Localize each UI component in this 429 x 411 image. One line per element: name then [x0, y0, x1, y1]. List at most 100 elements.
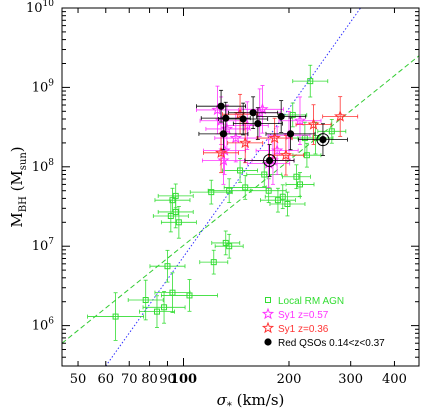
axis-ticks [62, 7, 419, 366]
error-bar [322, 96, 359, 137]
error-bar [285, 172, 315, 197]
error-bar [211, 230, 241, 256]
data-point [319, 136, 327, 144]
data-point [268, 131, 281, 144]
data-point [271, 144, 284, 156]
error-bar [227, 122, 264, 164]
series-2 [203, 93, 359, 176]
error-bar [152, 199, 189, 233]
error-bar [241, 85, 284, 134]
data-point [328, 128, 335, 135]
data-point [279, 193, 286, 200]
error-bar [214, 233, 244, 259]
data-point [239, 115, 247, 123]
x-tick-label: 70 [121, 372, 138, 387]
data-point [293, 114, 307, 126]
data-point [142, 297, 149, 304]
data-point [186, 292, 193, 299]
data-point [254, 120, 262, 128]
error-bar [157, 183, 194, 209]
data-point [307, 78, 314, 85]
data-point [219, 130, 228, 138]
data-point [303, 152, 310, 159]
error-bar [160, 206, 197, 239]
data-point [241, 119, 254, 131]
y-tick-label: 109 [32, 78, 55, 95]
data-point [226, 243, 233, 250]
data-point [279, 148, 293, 161]
data-point [237, 167, 244, 174]
x-tick-label: 300 [338, 372, 363, 387]
data-point [214, 146, 228, 159]
x-tick-label: 50 [70, 372, 87, 387]
data-point [312, 135, 319, 142]
data-point [277, 112, 285, 121]
data-point [286, 130, 295, 138]
legend-label: Sy1 z=0.36 [278, 324, 329, 335]
y-tick-label: 108 [32, 158, 55, 175]
error-bar [142, 291, 186, 324]
data-point [284, 201, 291, 208]
data-point [249, 109, 257, 117]
legend-item: Red QSOs 0.14<z<0.37 [264, 338, 385, 349]
data-point [274, 197, 281, 204]
legend-item: Local RM AGN [265, 296, 344, 307]
x-tick-label: 400 [382, 372, 407, 387]
error-bar [295, 104, 332, 145]
data-point [222, 114, 230, 122]
error-bar [196, 85, 239, 135]
data-point [265, 187, 272, 194]
error-bar [199, 249, 229, 275]
x-tick-label: 90 [159, 372, 176, 387]
data-point [222, 239, 229, 246]
series-0 [87, 64, 347, 341]
legend-label: Red QSOs 0.14<z<0.37 [278, 338, 385, 349]
error-bar [87, 292, 145, 341]
x-tick-label: 80 [141, 372, 158, 387]
data-point [169, 197, 176, 204]
error-bar [260, 187, 296, 213]
data-point [334, 110, 347, 122]
error-bar [223, 175, 267, 200]
error-bar [154, 187, 191, 213]
error-bar [161, 279, 218, 312]
error-bar [255, 126, 299, 175]
error-bar [222, 158, 258, 183]
error-bar [292, 64, 329, 98]
error-bar [139, 295, 175, 328]
legend-marker [261, 321, 275, 334]
x-tick-label: 100 [170, 372, 197, 387]
highlight-ring [316, 133, 330, 147]
y-axis-title: MBH (Msun) [8, 146, 29, 227]
fit-line-dashed [62, 55, 419, 344]
data-point [153, 308, 160, 315]
data-point [226, 187, 233, 194]
legend-marker [265, 297, 271, 303]
data-layer [62, 8, 419, 366]
x-axis-title: σ* (km/s) [217, 391, 285, 411]
data-point [261, 171, 268, 178]
data-point [161, 304, 168, 311]
legend-label: Local RM AGN [278, 296, 344, 307]
data-point [229, 131, 242, 144]
data-point [265, 156, 274, 165]
data-point [175, 219, 182, 226]
plot-frame [61, 7, 420, 367]
data-point [172, 192, 179, 199]
legend-item: Sy1 z=0.57 [261, 307, 329, 321]
error-bar [149, 249, 186, 283]
data-point [112, 313, 119, 320]
error-bar [264, 184, 301, 210]
data-point [289, 111, 296, 118]
error-bar [189, 179, 233, 205]
legend-marker [261, 307, 275, 320]
data-point [164, 263, 171, 270]
data-point [217, 154, 230, 166]
y-tick-label: 107 [32, 237, 55, 254]
error-bar [281, 164, 311, 190]
legend: Local RM AGN Sy1 z=0.57 Sy1 z=0.36 Red QSOs… [261, 296, 385, 349]
data-point [296, 181, 303, 188]
legend-item: Sy1 z=0.36 [261, 321, 329, 335]
